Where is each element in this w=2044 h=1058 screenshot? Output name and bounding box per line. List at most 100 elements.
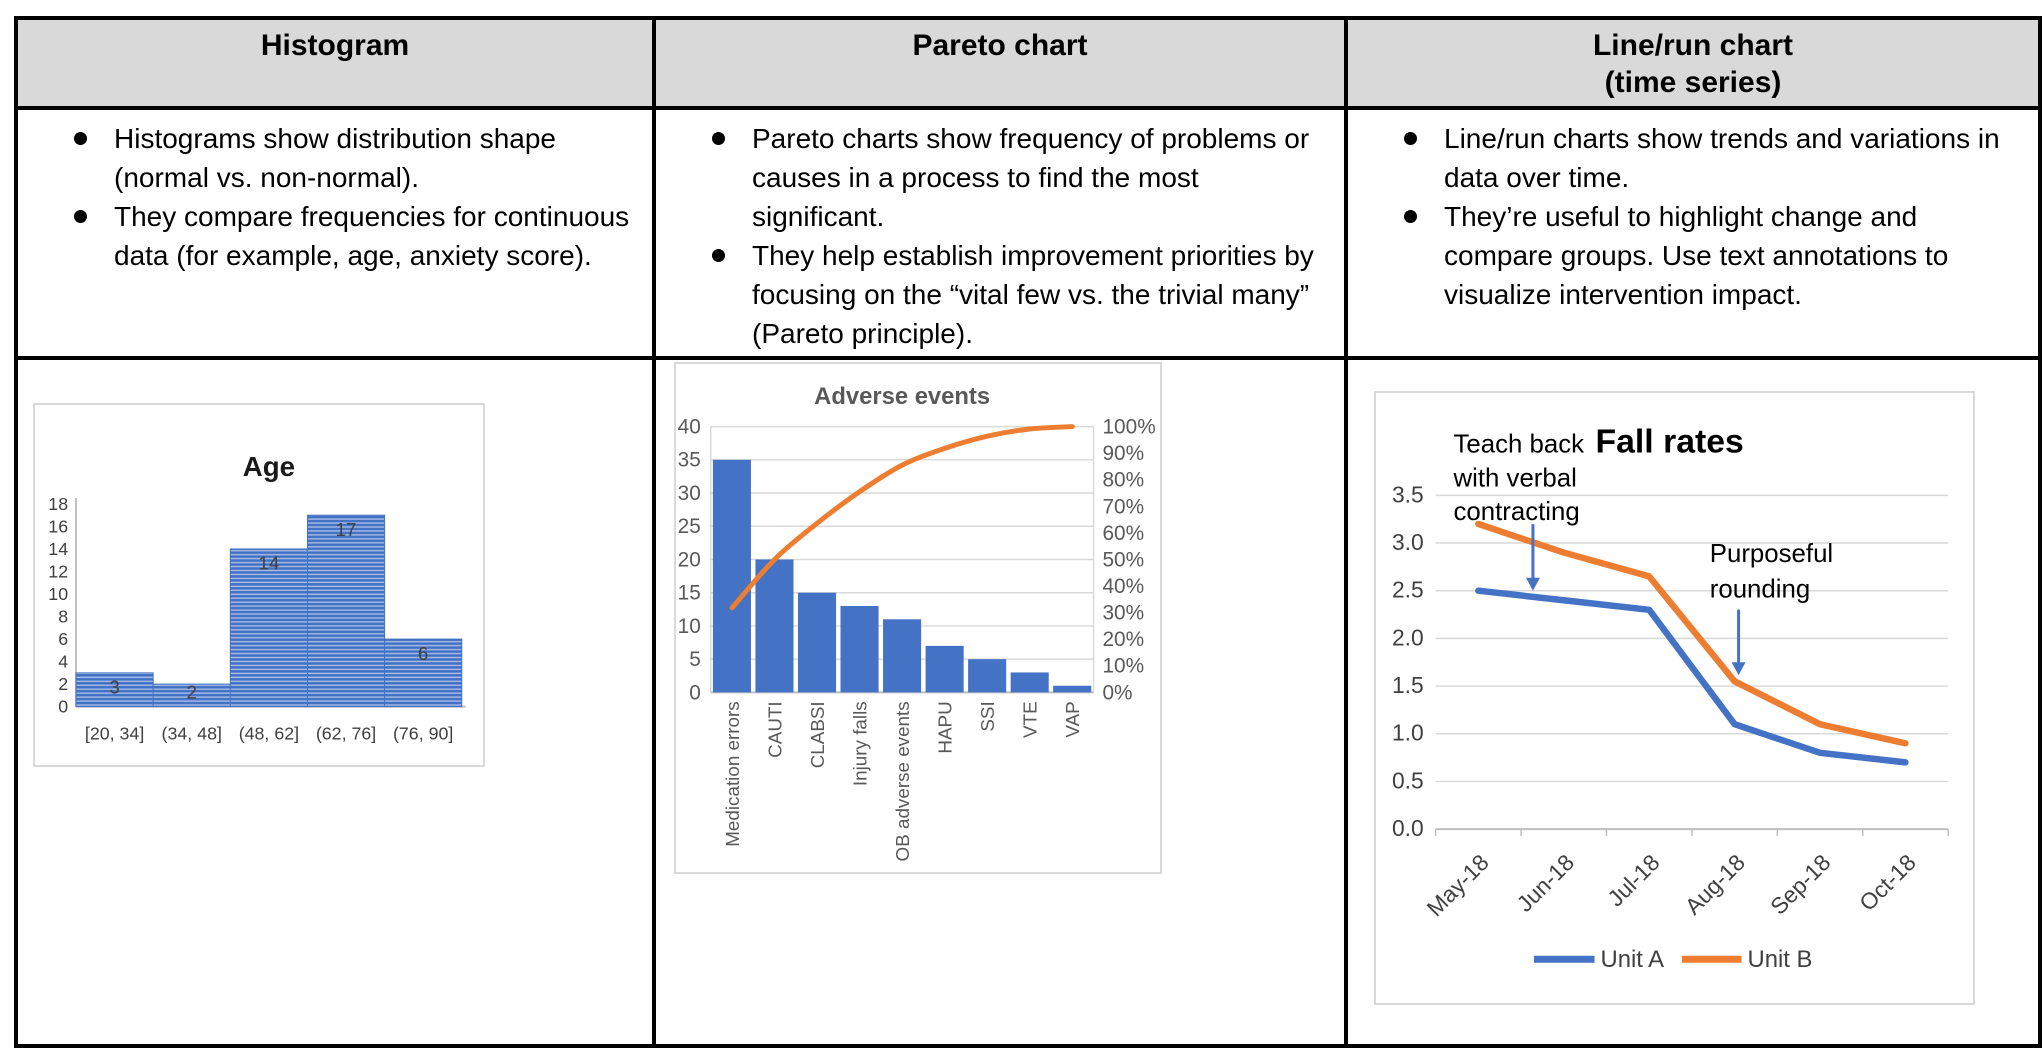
x-axis-tick-label: Jul-18 <box>1602 849 1664 911</box>
right-axis-tick-label: 90% <box>1102 442 1144 465</box>
y-axis-tick-label: 10 <box>48 584 68 604</box>
bullet-item: Line/run charts show trends and variatio… <box>1384 119 2022 197</box>
pareto-chart-cell: Adverse events 0 5 10 15 20 25 30 35 40 0% 10% 20% 30… <box>652 356 1344 1044</box>
right-axis-tick-label: 10% <box>1102 655 1144 678</box>
left-axis-tick-label: 10 <box>678 615 701 638</box>
header-title: Line/run chart <box>1592 29 1794 62</box>
right-axis-tick-label: 100% <box>1102 416 1155 439</box>
annotation-text: with verbal <box>1452 464 1576 492</box>
histogram-description-cell: Histograms show distribution shape (norm… <box>18 106 652 356</box>
pareto-bar <box>925 645 964 693</box>
line-run-description-cell: Line/run charts show trends and variatio… <box>1344 106 2038 356</box>
y-axis-tick-label: 8 <box>58 606 68 626</box>
y-axis-tick-label: 2.0 <box>1392 624 1424 650</box>
bar-data-label: 2 <box>187 682 197 703</box>
x-axis-bin-label: (76, 90] <box>393 723 453 743</box>
header-subtitle: (time series) <box>1604 66 1782 99</box>
category-label: HAPU <box>935 701 956 753</box>
bullet-item: Pareto charts show frequency of problems… <box>692 119 1328 236</box>
histogram-chart-cell: Age 0 2 4 6 8 10 12 14 16 18 3 [20, 34] 2 (34, 48] 14 (4… <box>18 356 652 1044</box>
annotation-text: Teach back <box>1453 431 1584 459</box>
pareto-chart-box: Adverse events 0 5 10 15 20 25 30 35 40 0% 10% 20% 30… <box>674 362 1162 874</box>
header-title: Histogram <box>260 29 410 62</box>
comparison-table: Histogram Pareto chart Line/run chart (t… <box>14 16 2042 1048</box>
pareto-bar <box>1010 672 1049 693</box>
header-title: Pareto chart <box>912 29 1088 62</box>
legend-label-unit-b: Unit B <box>1748 946 1813 973</box>
left-axis-tick-label: 40 <box>678 416 701 439</box>
fall-rates-chart: 0.0 0.5 1.0 1.5 2.0 2.5 3.0 3.5 May-18 Jun-18 Jul-… <box>1392 423 1949 973</box>
legend-label-unit-a: Unit A <box>1600 946 1664 973</box>
left-axis-tick-label: 25 <box>678 515 701 538</box>
category-label: SSI <box>977 701 998 731</box>
annotation-text: rounding <box>1710 576 1810 604</box>
x-axis-tick-label: Jun-18 <box>1511 849 1579 917</box>
category-label: CLABSI <box>807 701 828 768</box>
right-axis-tick-label: 30% <box>1102 602 1144 625</box>
bullet-list: Line/run charts show trends and variatio… <box>1384 119 2022 314</box>
bullet-item: They help establish improvement prioriti… <box>692 236 1328 353</box>
histogram-chart-box: Age 0 2 4 6 8 10 12 14 16 18 3 [20, 34] 2 (34, 48] 14 (4… <box>33 403 485 767</box>
right-axis-tick-label: 60% <box>1102 522 1144 545</box>
y-axis-tick-label: 2 <box>58 674 68 694</box>
bullet-list: Histograms show distribution shape (norm… <box>54 119 636 275</box>
col-header-histogram: Histogram <box>18 20 652 106</box>
y-axis-tick-label: 18 <box>48 494 68 514</box>
pareto-bar <box>1053 685 1092 693</box>
annotation-arrow-head <box>1731 662 1746 676</box>
y-axis-tick-label: 3.5 <box>1392 481 1424 507</box>
histogram-bar <box>306 514 386 708</box>
category-label: VAP <box>1062 701 1083 737</box>
y-axis-tick-label: 2.5 <box>1392 577 1424 603</box>
fall-rates-chart-box: 0.0 0.5 1.0 1.5 2.0 2.5 3.0 3.5 May-18 Jun-18 Jul-… <box>1374 391 1975 1005</box>
fall-rates-title: Fall rates <box>1596 423 1744 461</box>
x-axis-bin-label: (48, 62] <box>239 723 299 743</box>
bar-data-label: 17 <box>336 519 357 540</box>
y-axis-tick-label: 4 <box>58 652 68 672</box>
right-axis-tick-label: 0% <box>1102 681 1132 704</box>
y-axis-tick-label: 3.0 <box>1392 529 1424 555</box>
x-axis-bin-label: (62, 76] <box>316 723 376 743</box>
y-axis-tick-label: 1.0 <box>1392 720 1424 746</box>
histogram-bar <box>229 548 308 708</box>
y-axis-tick-label: 6 <box>58 629 68 649</box>
category-label: Medication errors <box>722 701 743 846</box>
right-axis-tick-label: 20% <box>1102 628 1144 651</box>
bullet-item: Histograms show distribution shape (norm… <box>54 119 636 197</box>
left-axis-tick-label: 20 <box>678 548 701 571</box>
left-axis-tick-label: 15 <box>678 582 701 605</box>
bullet-list: Pareto charts show frequency of problems… <box>692 119 1328 353</box>
right-axis-tick-label: 70% <box>1102 495 1144 518</box>
left-axis-tick-label: 0 <box>689 681 701 704</box>
left-axis-tick-label: 30 <box>678 482 701 505</box>
pareto-bar <box>712 459 751 693</box>
x-axis-tick-label: Aug-18 <box>1680 849 1750 919</box>
series-line-unit-a <box>1475 587 1909 766</box>
y-axis-tick-label: 0.5 <box>1392 767 1424 793</box>
histogram-bar <box>75 672 154 708</box>
bar-data-label: 3 <box>109 677 119 698</box>
y-axis-tick-label: 14 <box>48 539 68 559</box>
y-axis-tick-label: 0 <box>58 697 68 717</box>
category-label: CAUTI <box>764 701 785 758</box>
cumulative-percent-line <box>729 424 1075 611</box>
legend: Unit A Unit B <box>1533 946 1813 973</box>
right-axis-tick-label: 50% <box>1102 548 1144 571</box>
pareto-description-cell: Pareto charts show frequency of problems… <box>652 106 1344 356</box>
pareto-chart: Adverse events 0 5 10 15 20 25 30 35 40 0% 10% 20% 30… <box>678 383 1156 862</box>
line-run-chart-cell: 0.0 0.5 1.0 1.5 2.0 2.5 3.0 3.5 May-18 Jun-18 Jul-… <box>1344 356 2038 1044</box>
pareto-bar <box>883 619 922 693</box>
annotation-arrow-head <box>1525 577 1540 591</box>
y-axis-tick-label: 0.0 <box>1392 815 1424 841</box>
bullet-item: They’re useful to highlight change and c… <box>1384 197 2022 314</box>
series-line-unit-b <box>1475 520 1909 747</box>
col-header-line-run: Line/run chart (time series) <box>1344 20 2038 106</box>
category-label: Injury falls <box>850 701 871 786</box>
x-axis-tick-label: Sep-18 <box>1765 849 1835 919</box>
pareto-bar <box>840 605 879 693</box>
y-axis-tick-label: 16 <box>48 516 68 536</box>
histogram-bar <box>384 638 463 708</box>
histogram-title: Age <box>243 451 295 482</box>
